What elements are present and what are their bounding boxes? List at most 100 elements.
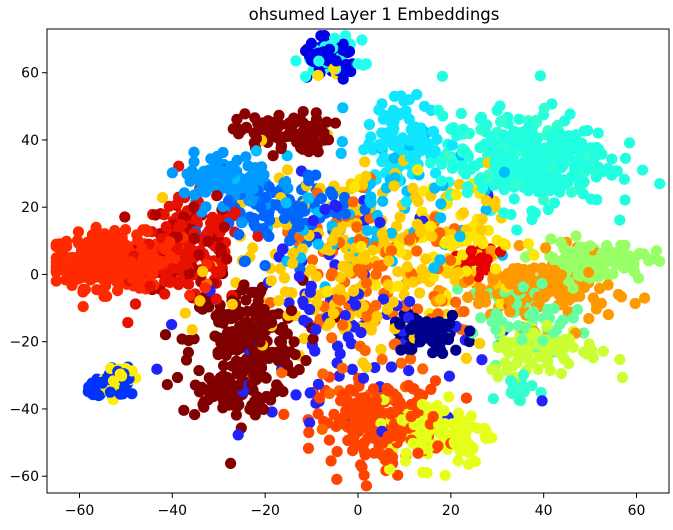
scatter-point (590, 259, 602, 271)
scatter-point (538, 102, 550, 114)
scatter-point (281, 164, 294, 176)
scatter-point (619, 152, 632, 164)
y-tick-label: −40 (9, 402, 39, 418)
scatter-point (406, 343, 418, 355)
scatter-point (460, 168, 472, 180)
scatter-point (246, 378, 258, 390)
scatter-point (566, 186, 578, 198)
scatter-point (588, 151, 600, 164)
scatter-point (290, 389, 302, 401)
y-tick-label: −60 (9, 469, 39, 485)
scatter-point (159, 329, 172, 341)
scatter-point (369, 362, 381, 374)
scatter-point (460, 392, 472, 404)
scatter-point (597, 345, 610, 357)
scatter-point (411, 245, 423, 257)
scatter-point (193, 249, 205, 261)
scatter-point (347, 285, 360, 297)
scatter-point (535, 387, 547, 399)
scatter-point (452, 266, 464, 279)
scatter-point (343, 266, 355, 278)
scatter-point (559, 148, 571, 160)
scatter-point (465, 245, 477, 257)
scatter-point (439, 469, 451, 481)
scatter-point (199, 282, 211, 294)
scatter-point (149, 256, 161, 268)
scatter-point (606, 153, 618, 165)
scatter-point (571, 304, 584, 316)
scatter-point (326, 267, 338, 279)
scatter-point (614, 214, 626, 226)
scatter-point (505, 375, 517, 387)
scatter-point (248, 345, 260, 357)
scatter-point (475, 224, 487, 236)
scatter-point (227, 123, 239, 135)
scatter-point (280, 197, 292, 209)
scatter-point (129, 298, 142, 310)
scatter-point (487, 393, 499, 405)
scatter-point (256, 362, 268, 374)
scatter-point (359, 392, 371, 404)
scatter-point (303, 192, 315, 205)
scatter-point (376, 98, 388, 110)
scatter-point (556, 254, 568, 266)
scatter-point (602, 309, 615, 321)
scatter-point (538, 194, 550, 206)
scatter-point (508, 125, 520, 138)
scatter-point (356, 34, 368, 46)
scatter-point (164, 236, 176, 248)
scatter-point (457, 123, 469, 135)
scatter-point (378, 109, 390, 121)
scatter-point (336, 362, 348, 374)
scatter-point (337, 73, 349, 85)
y-tick-label: 40 (21, 133, 39, 149)
scatter-point (472, 422, 484, 434)
scatter-point (509, 177, 521, 189)
scatter-point (526, 164, 538, 176)
scatter-point (188, 156, 200, 168)
scatter-point (325, 455, 337, 467)
scatter-point (474, 337, 486, 350)
scatter-point (394, 246, 406, 258)
scatter-point (254, 303, 266, 315)
scatter-point (323, 43, 336, 55)
scatter-point (363, 414, 375, 426)
scatter-point (339, 191, 351, 204)
scatter-point (415, 226, 427, 238)
scatter-point (242, 325, 254, 337)
scatter-point (384, 463, 396, 475)
scatter-point (334, 348, 346, 360)
scatter-point (367, 244, 379, 256)
scatter-point (563, 294, 575, 306)
scatter-point (278, 212, 291, 224)
scatter-point (394, 211, 406, 223)
scatter-point (427, 318, 439, 330)
scatter-point (239, 108, 251, 120)
scatter-point (487, 274, 499, 286)
y-tick-label: −20 (9, 335, 39, 351)
scatter-point (385, 406, 397, 418)
scatter-point (178, 404, 190, 416)
scatter-point (381, 303, 394, 315)
scatter-point (528, 249, 540, 261)
scatter-point (570, 230, 582, 242)
scatter-point (189, 379, 201, 391)
scatter-point (498, 207, 510, 219)
scatter-point (96, 377, 108, 389)
scatter-point (557, 314, 569, 326)
scatter-point (210, 158, 222, 170)
scatter-point (385, 361, 397, 373)
scatter-point (567, 312, 580, 324)
scatter-point (322, 134, 335, 146)
scatter-point (395, 344, 407, 356)
scatter-point (356, 267, 368, 280)
scatter-point (545, 233, 557, 245)
scatter-point (355, 402, 368, 414)
x-tick-label: −40 (158, 503, 188, 519)
scatter-point (547, 252, 559, 264)
scatter-point (472, 297, 485, 310)
scatter-point (188, 146, 200, 158)
scatter-point (221, 253, 233, 265)
scatter-point (522, 238, 535, 250)
scatter-point (429, 182, 441, 194)
